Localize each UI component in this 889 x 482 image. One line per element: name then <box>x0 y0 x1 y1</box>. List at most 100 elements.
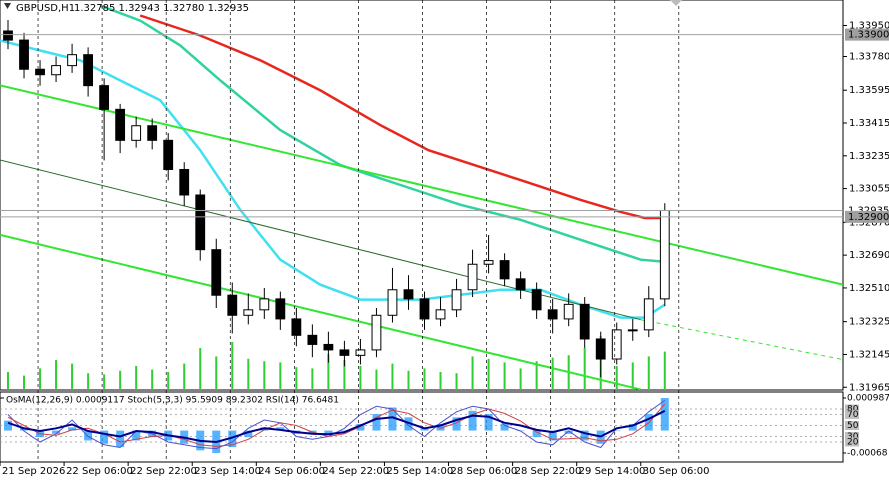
osma-bar <box>580 430 589 441</box>
volume-bar <box>279 362 282 390</box>
volume-bar <box>615 366 618 390</box>
price-label: 1.33900 <box>848 30 889 41</box>
candle-body <box>499 260 510 280</box>
candle-body <box>83 54 94 87</box>
x-tick-label: 30 Sep 06:00 <box>643 466 710 477</box>
volume-bar <box>631 362 634 390</box>
indicator-line <box>0 84 843 286</box>
volume-bar <box>583 348 586 390</box>
candle-body <box>371 314 382 351</box>
candle-body <box>387 289 398 316</box>
osma-bar <box>612 430 621 432</box>
candle-body <box>579 303 590 340</box>
x-tick-label: 25 Sep 14:00 <box>386 466 453 477</box>
candle-body <box>403 289 414 300</box>
volume-bar <box>55 360 58 390</box>
candle-body <box>563 303 574 320</box>
shift-marker <box>670 0 682 6</box>
volume-bar <box>247 358 250 390</box>
candle-body <box>163 139 174 170</box>
osma-bar <box>548 430 557 441</box>
volume-bar <box>7 372 10 390</box>
volume-bar <box>551 357 554 390</box>
volume-bar <box>343 360 346 390</box>
plot <box>0 4 843 390</box>
osma-bar <box>484 414 493 431</box>
candle-body <box>131 125 142 141</box>
price-label-box <box>845 210 889 223</box>
y-tick-label: -0.00068 <box>847 449 888 459</box>
volume-bar <box>103 374 106 390</box>
candle-body <box>211 249 222 296</box>
volume-bar <box>295 367 298 390</box>
candle-body <box>435 309 446 320</box>
volume-bar <box>23 375 26 390</box>
y-tick-label: 1.31965 <box>849 382 889 393</box>
candle-body <box>179 168 190 196</box>
volume-bar <box>263 361 266 390</box>
oscillator-line <box>7 409 666 444</box>
osma-bar <box>388 407 397 431</box>
y2-tick-label: 20 <box>847 438 859 448</box>
candle-body <box>259 298 270 311</box>
y-tick-label: 1.33415 <box>849 118 889 129</box>
candle-body <box>307 334 318 345</box>
indicator-title: OsMA(12,26,9) 0.0009117 Stoch(5,3,3) 95.… <box>6 396 339 406</box>
osma-bar <box>100 430 109 444</box>
volume-bar <box>231 342 234 390</box>
menu-triangle <box>4 3 11 9</box>
level-box <box>845 410 859 419</box>
x-tick-label: 24 Sep 06:00 <box>258 466 325 477</box>
volume-bar <box>407 370 410 390</box>
volume-bar <box>455 373 458 390</box>
osma-bar <box>84 430 93 441</box>
volume-bar <box>439 372 442 390</box>
volume-bar <box>71 363 74 390</box>
candle-body <box>339 349 350 356</box>
y-tick-label: 1.32145 <box>849 349 889 360</box>
y-tick-label: 1.33950 <box>849 21 889 32</box>
osma-bar <box>340 430 349 432</box>
volume-bar <box>471 356 474 390</box>
osma-bar <box>372 414 381 431</box>
osma-bar <box>436 423 445 431</box>
osma-bar <box>532 430 541 438</box>
volume-bar <box>375 369 378 390</box>
volume-bar <box>359 366 362 390</box>
candle-body <box>483 260 494 265</box>
volume-bar <box>503 362 506 390</box>
osma-bar <box>228 430 237 448</box>
osma-bar <box>324 430 333 434</box>
volume-bar <box>663 351 666 390</box>
candle-body <box>419 298 430 320</box>
candle-body <box>467 263 478 291</box>
main-frame <box>0 0 844 391</box>
volume-bar <box>327 354 330 390</box>
symbol: GBPUSD,H1 <box>16 3 75 14</box>
osma-bar <box>116 430 125 448</box>
oscillator-line <box>7 403 666 447</box>
osma-bar <box>564 430 573 434</box>
volume-bar <box>311 368 314 390</box>
volume-bar <box>487 358 490 390</box>
volume-bar <box>151 369 154 390</box>
volume-bar <box>519 368 522 390</box>
volume-bar <box>183 363 186 390</box>
volume-bar <box>39 368 42 390</box>
y2-tick-label: 30 <box>847 432 859 442</box>
candle-body <box>99 85 110 110</box>
osma-bar <box>52 430 61 434</box>
indicator-line <box>0 233 642 390</box>
level-box <box>845 421 859 430</box>
x-tick-label: 28 Sep 22:00 <box>515 466 582 477</box>
osma-bar <box>452 417 461 431</box>
candle-body <box>611 329 622 360</box>
candle-body <box>67 54 77 67</box>
x-tick-label: 24 Sep 22:00 <box>322 466 389 477</box>
osma-bar <box>660 398 669 431</box>
x-tick-label: 28 Sep 06:00 <box>451 466 518 477</box>
candle-body <box>275 298 286 320</box>
candle-body <box>323 343 334 351</box>
x-tick-label: 21 Sep 2026 <box>2 466 65 477</box>
